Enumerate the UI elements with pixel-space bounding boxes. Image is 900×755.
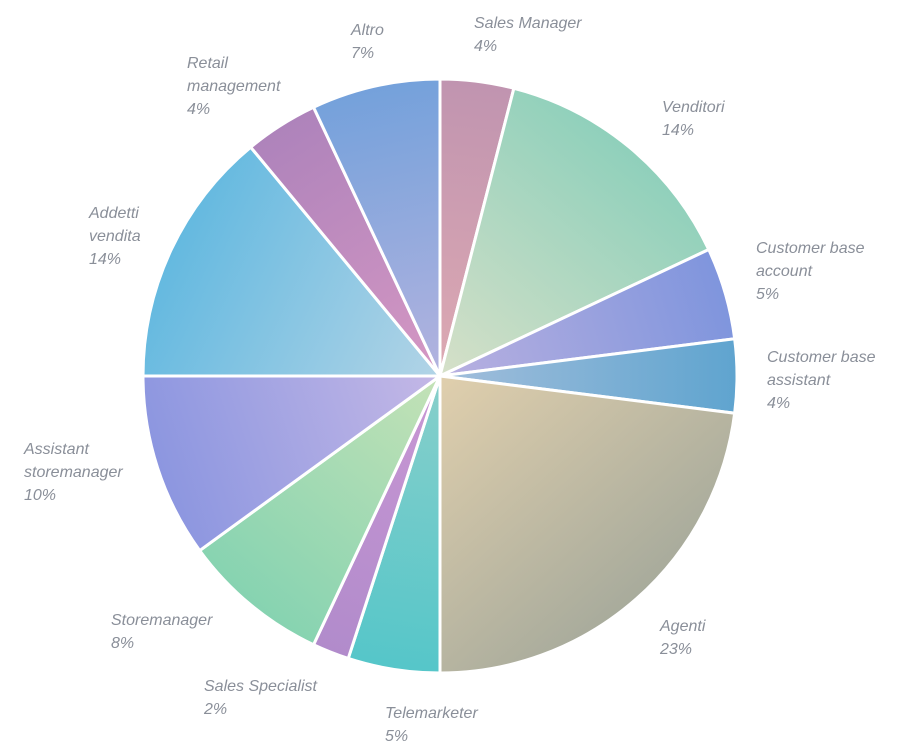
slice-label-addetti-vendita: Addetti vendita 14% bbox=[88, 205, 141, 268]
slice-name-assistant-storemanager: Assistant storemanager bbox=[23, 441, 123, 481]
slice-label-sales-manager: Sales Manager 4% bbox=[474, 15, 582, 55]
pie-slice-addetti-vendita bbox=[141, 145, 444, 378]
slice-name-customer-base-account: Customer base account bbox=[756, 240, 865, 280]
pie-slice-venditori bbox=[437, 86, 711, 379]
slice-name-retail-management: Retail management bbox=[187, 55, 281, 95]
slices-layer bbox=[141, 77, 739, 675]
slice-value-agenti: 23% bbox=[659, 641, 692, 658]
slice-value-telemarketer: 5% bbox=[385, 728, 408, 745]
slice-label-customer-base-account: Customer base account 5% bbox=[756, 240, 865, 303]
slice-value-customer-base-assistant: 4% bbox=[767, 395, 790, 412]
slice-label-sales-specialist: Sales Specialist 2% bbox=[203, 678, 318, 718]
slice-value-venditori: 14% bbox=[662, 122, 694, 139]
slice-label-venditori: Venditori 14% bbox=[662, 99, 725, 139]
pie-slice-agenti bbox=[438, 374, 737, 675]
slice-name-sales-manager: Sales Manager bbox=[474, 15, 582, 32]
slice-label-telemarketer: Telemarketer 5% bbox=[385, 705, 478, 745]
slice-label-altro: Altro 7% bbox=[350, 22, 384, 62]
slice-label-storemanager: Storemanager 8% bbox=[111, 612, 213, 652]
slice-value-retail-management: 4% bbox=[187, 101, 210, 118]
slice-name-storemanager: Storemanager bbox=[111, 612, 213, 629]
slice-value-storemanager: 8% bbox=[111, 635, 134, 652]
slice-name-sales-specialist: Sales Specialist bbox=[204, 678, 318, 695]
slice-name-venditori: Venditori bbox=[662, 99, 725, 116]
slice-name-agenti: Agenti bbox=[659, 618, 706, 635]
slice-value-customer-base-account: 5% bbox=[756, 286, 779, 303]
slice-label-assistant-storemanager: Assistant storemanager 10% bbox=[23, 441, 123, 504]
slice-value-sales-specialist: 2% bbox=[203, 701, 227, 718]
slice-label-agenti: Agenti 23% bbox=[659, 618, 706, 658]
pie-slice-assistant-storemanager bbox=[141, 374, 445, 553]
slice-name-addetti-vendita: Addetti vendita bbox=[88, 205, 141, 245]
slice-label-retail-management: Retail management 4% bbox=[187, 55, 281, 118]
slice-value-addetti-vendita: 14% bbox=[89, 251, 121, 268]
labels-layer: Sales Manager 4% Venditori 14% Customer base… bbox=[23, 15, 876, 745]
slice-value-assistant-storemanager: 10% bbox=[24, 487, 56, 504]
slice-name-telemarketer: Telemarketer bbox=[385, 705, 478, 722]
slice-value-altro: 7% bbox=[351, 45, 374, 62]
slice-value-sales-manager: 4% bbox=[474, 38, 497, 55]
slice-name-altro: Altro bbox=[350, 22, 384, 39]
pie-slice-storemanager bbox=[197, 374, 442, 647]
pie-slice-altro bbox=[311, 77, 442, 377]
slice-name-customer-base-assistant: Customer base assistant bbox=[767, 349, 876, 389]
slice-label-customer-base-assistant: Customer base assistant 4% bbox=[767, 349, 876, 412]
